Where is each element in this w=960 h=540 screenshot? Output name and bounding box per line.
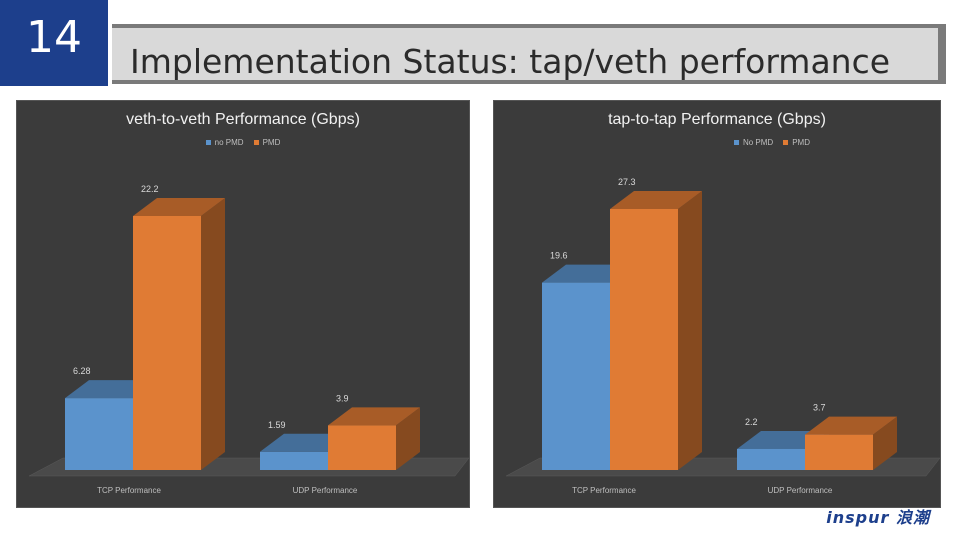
bar-top	[328, 407, 420, 426]
data-label: 27.3	[618, 177, 636, 187]
data-label: 3.7	[813, 403, 826, 413]
legend-label: No PMD	[742, 138, 774, 147]
data-label: 2.2	[745, 417, 758, 427]
tick-label: TCP Performance	[97, 486, 161, 495]
bar-front	[805, 434, 873, 470]
bar-side	[678, 191, 702, 470]
legend-item: No PMD	[733, 138, 774, 147]
chart-title: tap-to-tap Performance (Gbps)	[608, 111, 826, 128]
tick-label: UDP Performance	[768, 486, 833, 495]
bar-front	[737, 448, 805, 470]
data-label: 3.9	[336, 393, 349, 403]
chart-veth-plot: 6.28 22.2 TCP Performance 1.59 3.9 UDP Perfor…	[28, 184, 470, 495]
bar-side	[396, 407, 420, 470]
slide-title: Implementation Status: tap/veth performa…	[130, 42, 891, 81]
legend-swatch-blue	[205, 140, 211, 145]
bar-pmd	[805, 416, 897, 470]
legend-swatch-orange	[783, 140, 789, 145]
tick-label: UDP Performance	[293, 486, 358, 495]
bar-pmd	[328, 407, 420, 470]
legend-swatch-orange	[253, 140, 259, 145]
chart-legend: no PMD PMD	[17, 138, 469, 147]
bar-front	[65, 398, 133, 470]
bar-top	[133, 198, 225, 216]
bar-top	[610, 191, 702, 209]
data-label: 19.6	[550, 251, 568, 261]
legend-label: no PMD	[214, 138, 244, 147]
bar-front	[542, 282, 610, 470]
company-logo: inspur 浪潮	[826, 508, 930, 527]
data-label: 1.59	[268, 420, 286, 430]
slide-number: 14	[0, 0, 108, 86]
chart-veth-panel: veth-to-veth Performance (Gbps) no PMD P…	[16, 100, 470, 508]
legend-item: PMD	[783, 138, 810, 147]
bar-front	[133, 216, 201, 470]
bar-top	[805, 416, 897, 435]
chart-tap-panel: tap-to-tap Performance (Gbps) No PMD PMD…	[493, 100, 941, 508]
legend-item: PMD	[253, 138, 281, 147]
legend-label: PMD	[792, 138, 810, 147]
bar-side	[201, 198, 225, 470]
bar-front	[328, 425, 396, 470]
legend-swatch-blue	[733, 140, 739, 145]
legend-item: no PMD	[205, 138, 244, 147]
title-background: Implementation Status: tap/veth performa…	[112, 28, 938, 81]
chart-title: veth-to-veth Performance (Gbps)	[126, 111, 360, 128]
bar-front	[260, 451, 328, 470]
chart-tap-plot: 19.6 27.3 TCP Performance 2.2 3.7 UDP Perform…	[505, 177, 941, 495]
title-bar: Implementation Status: tap/veth performa…	[112, 24, 946, 84]
tick-label: TCP Performance	[572, 486, 636, 495]
legend-label: PMD	[262, 138, 281, 147]
bar-side	[873, 416, 897, 470]
bar-front	[610, 209, 678, 470]
chart-legend: No PMD PMD	[494, 138, 940, 147]
data-label: 22.2	[141, 184, 159, 194]
bar-pmd	[133, 198, 225, 470]
data-label: 6.28	[73, 366, 91, 376]
bar-pmd	[610, 191, 702, 470]
